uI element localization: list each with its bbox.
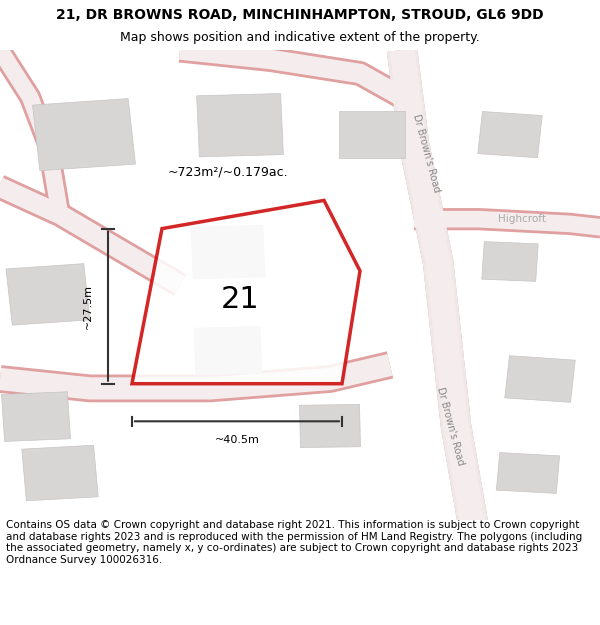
- Text: Dr Brown's Road: Dr Brown's Road: [435, 386, 465, 466]
- FancyBboxPatch shape: [32, 99, 136, 171]
- Text: ~40.5m: ~40.5m: [215, 436, 259, 446]
- Polygon shape: [132, 201, 360, 384]
- Text: Dr Brown's Road: Dr Brown's Road: [411, 113, 441, 194]
- FancyBboxPatch shape: [505, 356, 575, 402]
- Text: 21, DR BROWNS ROAD, MINCHINHAMPTON, STROUD, GL6 9DD: 21, DR BROWNS ROAD, MINCHINHAMPTON, STRO…: [56, 8, 544, 22]
- FancyBboxPatch shape: [197, 94, 283, 157]
- Text: ~27.5m: ~27.5m: [83, 284, 93, 329]
- FancyBboxPatch shape: [478, 111, 542, 158]
- FancyBboxPatch shape: [496, 452, 560, 493]
- FancyBboxPatch shape: [482, 242, 538, 281]
- Text: Highcroft: Highcroft: [498, 214, 546, 224]
- FancyBboxPatch shape: [339, 111, 405, 158]
- Text: ~723m²/~0.179ac.: ~723m²/~0.179ac.: [168, 166, 289, 179]
- Text: 21: 21: [221, 284, 259, 314]
- Text: Map shows position and indicative extent of the property.: Map shows position and indicative extent…: [120, 31, 480, 44]
- Text: Contains OS data © Crown copyright and database right 2021. This information is : Contains OS data © Crown copyright and d…: [6, 520, 582, 565]
- FancyBboxPatch shape: [22, 445, 98, 501]
- FancyBboxPatch shape: [1, 392, 71, 441]
- FancyBboxPatch shape: [191, 225, 265, 279]
- FancyBboxPatch shape: [194, 326, 262, 375]
- FancyBboxPatch shape: [299, 404, 361, 448]
- FancyBboxPatch shape: [6, 264, 90, 325]
